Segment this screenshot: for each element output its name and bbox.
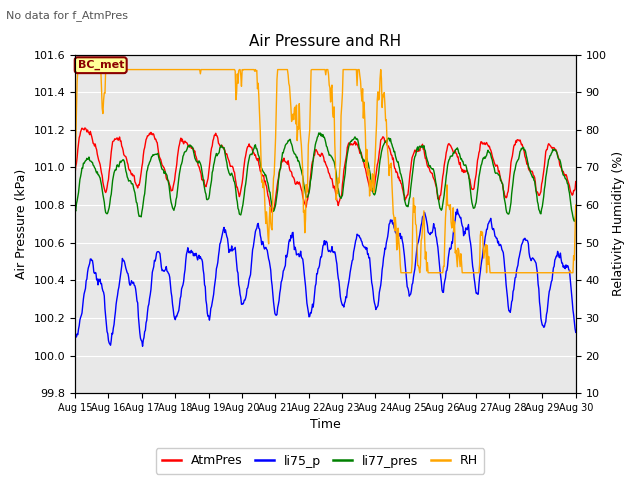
AtmPres [80,127,88,133]
li75_p [80,291,88,297]
X-axis label: Time: Time [310,419,340,432]
li77_pres [209,168,217,173]
RH [71,186,79,192]
AtmPres [210,136,218,142]
Legend: AtmPres, li75_p, li77_pres, RH: AtmPres, li75_p, li77_pres, RH [156,448,484,474]
li77_pres [570,218,578,224]
RH [397,270,404,276]
Y-axis label: Air Pressure (kPa): Air Pressure (kPa) [15,168,28,279]
Line: li75_p: li75_p [75,209,576,346]
li75_p [132,286,140,292]
RH [572,202,580,208]
li75_p [183,249,191,254]
AtmPres [572,179,580,184]
li77_pres [316,130,324,136]
Title: Air Pressure and RH: Air Pressure and RH [250,34,401,49]
li77_pres [401,199,409,205]
RH [81,67,88,72]
li75_p [139,343,147,349]
RH [183,67,191,72]
RH [210,67,218,72]
AtmPres [387,152,395,158]
li75_p [210,292,218,298]
RH [387,164,394,170]
AtmPres [402,195,410,201]
li77_pres [80,160,88,166]
AtmPres [268,209,276,215]
RH [402,270,410,276]
li77_pres [387,136,394,142]
RH [75,67,83,72]
li75_p [401,260,409,266]
AtmPres [132,182,140,188]
Line: li77_pres: li77_pres [75,133,576,221]
Text: No data for f_AtmPres: No data for f_AtmPres [6,10,129,21]
li77_pres [572,212,580,218]
Line: RH: RH [75,70,576,273]
Y-axis label: Relativity Humidity (%): Relativity Humidity (%) [612,151,625,296]
li77_pres [182,148,190,154]
li75_p [71,332,79,337]
AtmPres [71,172,79,178]
li77_pres [132,194,140,200]
li75_p [572,329,580,335]
Line: AtmPres: AtmPres [75,128,576,212]
li75_p [387,217,394,223]
Text: BC_met: BC_met [77,60,124,71]
AtmPres [81,125,88,131]
li75_p [454,206,461,212]
AtmPres [183,140,191,146]
li77_pres [71,206,79,212]
RH [132,67,140,72]
